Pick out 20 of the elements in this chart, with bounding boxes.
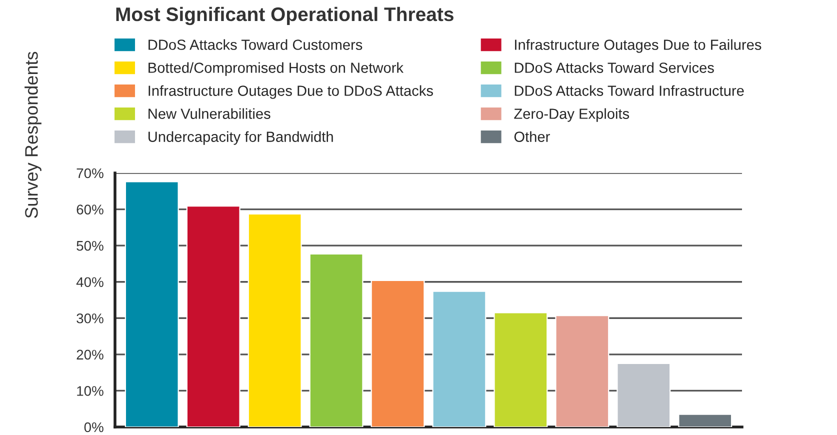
y-tick-label: 70% — [76, 168, 104, 178]
y-axis-title: Survey Respondents — [24, 52, 42, 218]
legend-label: Botted/Compromised Hosts on Network — [148, 62, 404, 76]
legend-label: Infrastructure Outages Due to Failures — [515, 39, 762, 53]
legend-label: Zero-Day Exploits — [514, 108, 630, 122]
legend-label: New Vulnerabilities — [148, 108, 270, 119]
legend-label: DDoS Attacks Toward Services — [514, 62, 714, 73]
legend-label: Other — [514, 131, 550, 142]
chart-title: Most Significant Operational Threats — [116, 6, 454, 26]
y-tick-label: 30% — [76, 313, 104, 324]
y-tick-label: 60% — [76, 204, 104, 214]
y-tick-label: 0% — [84, 422, 104, 432]
legend-label: DDoS Attacks Toward Customers — [148, 39, 362, 50]
y-tick-label: 10% — [77, 386, 104, 396]
legend-label: Infrastructure Outages Due to DDoS Attacks — [148, 85, 433, 99]
y-tick-label: 40% — [76, 277, 104, 288]
legend-label: Undercapacity for Bandwidth — [148, 131, 333, 145]
y-tick-label: 50% — [76, 240, 104, 251]
y-tick-label: 20% — [76, 350, 104, 360]
legend-label: DDoS Attacks Toward Infrastructure — [514, 85, 744, 96]
